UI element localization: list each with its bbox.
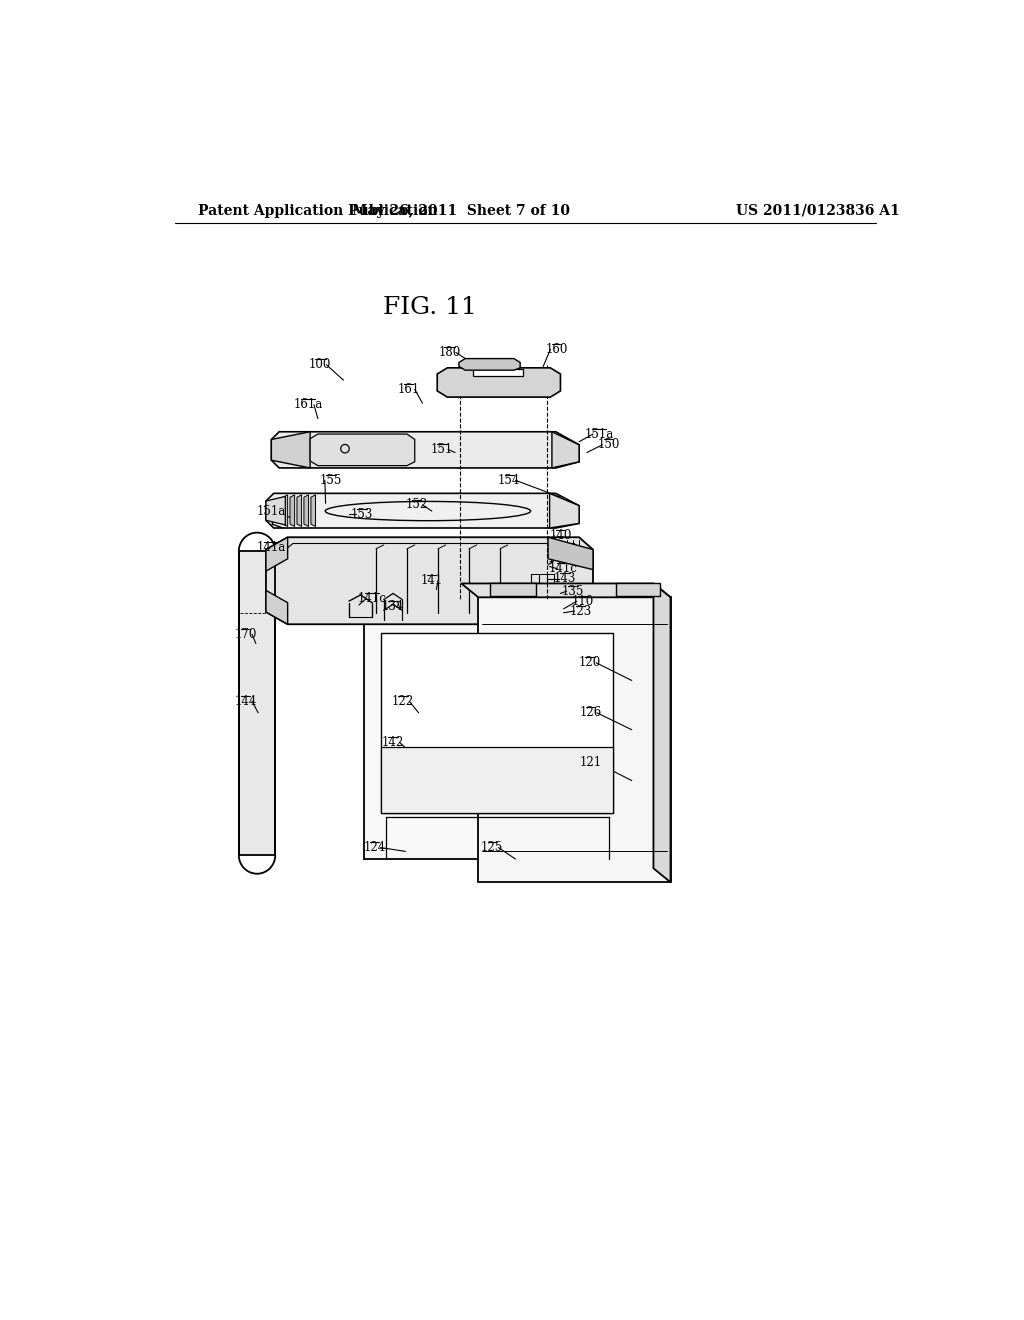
Text: 121: 121 <box>580 756 602 770</box>
Polygon shape <box>381 747 613 813</box>
Text: 100: 100 <box>309 358 332 371</box>
Text: May 26, 2011  Sheet 7 of 10: May 26, 2011 Sheet 7 of 10 <box>352 203 570 218</box>
Text: 140: 140 <box>549 529 571 543</box>
Polygon shape <box>616 583 659 595</box>
Text: 141: 141 <box>421 574 443 587</box>
Polygon shape <box>365 599 630 859</box>
Polygon shape <box>381 634 613 813</box>
Text: 124: 124 <box>364 841 386 854</box>
Text: 160: 160 <box>546 343 567 356</box>
Text: 141a: 141a <box>548 552 577 565</box>
Text: 142: 142 <box>382 735 404 748</box>
Text: 141c: 141c <box>357 593 387 606</box>
Polygon shape <box>304 495 308 527</box>
Text: 143: 143 <box>554 573 577 585</box>
Text: 151: 151 <box>431 444 453 455</box>
Text: Patent Application Publication: Patent Application Publication <box>198 203 437 218</box>
Polygon shape <box>459 359 520 370</box>
Polygon shape <box>552 432 579 469</box>
Text: 120: 120 <box>579 656 601 669</box>
Polygon shape <box>349 586 630 599</box>
Polygon shape <box>437 368 560 397</box>
Polygon shape <box>266 537 288 572</box>
Polygon shape <box>478 598 671 882</box>
Text: 161: 161 <box>397 383 420 396</box>
Polygon shape <box>473 370 523 376</box>
Text: 155: 155 <box>319 474 342 487</box>
Polygon shape <box>239 552 275 855</box>
Polygon shape <box>550 494 579 528</box>
Text: 126: 126 <box>580 706 602 719</box>
Polygon shape <box>271 432 579 469</box>
Text: 180: 180 <box>438 346 461 359</box>
Text: 141c: 141c <box>549 562 578 576</box>
Polygon shape <box>310 434 415 466</box>
Text: 144: 144 <box>234 694 257 708</box>
Text: US 2011/0123836 A1: US 2011/0123836 A1 <box>736 203 900 218</box>
Text: 152: 152 <box>406 499 427 511</box>
Text: 170: 170 <box>234 628 257 640</box>
Text: 141a: 141a <box>257 541 286 554</box>
Text: 135: 135 <box>561 585 584 598</box>
Text: 110: 110 <box>571 594 594 607</box>
Text: 161a: 161a <box>293 399 323 412</box>
Text: 122: 122 <box>392 694 414 708</box>
Text: 125: 125 <box>481 841 504 854</box>
Polygon shape <box>461 583 671 598</box>
Text: 154: 154 <box>498 474 520 487</box>
Polygon shape <box>266 496 286 525</box>
Polygon shape <box>266 537 593 624</box>
Polygon shape <box>548 537 593 570</box>
Text: 153: 153 <box>351 508 373 520</box>
Polygon shape <box>266 494 579 528</box>
Polygon shape <box>271 432 310 469</box>
Polygon shape <box>290 495 295 527</box>
Polygon shape <box>297 495 302 527</box>
Polygon shape <box>614 586 630 859</box>
Text: 150: 150 <box>597 438 620 451</box>
Polygon shape <box>489 583 537 595</box>
Text: FIG. 11: FIG. 11 <box>383 296 477 318</box>
Text: 151a: 151a <box>257 504 286 517</box>
Polygon shape <box>283 495 288 527</box>
Text: 123: 123 <box>569 605 592 618</box>
Text: 134: 134 <box>382 601 404 612</box>
Polygon shape <box>653 583 671 882</box>
Text: 151a: 151a <box>585 428 613 441</box>
Polygon shape <box>311 495 315 527</box>
Polygon shape <box>266 590 288 624</box>
